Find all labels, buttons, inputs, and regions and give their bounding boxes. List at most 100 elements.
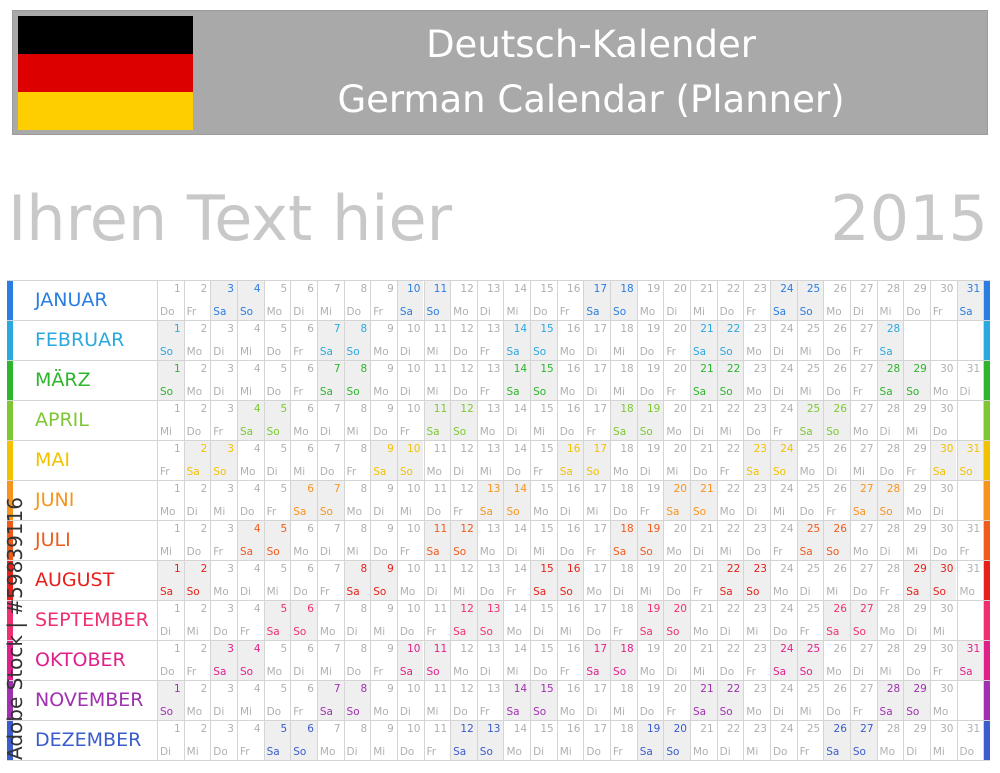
day-cell[interactable]: 3 Do [210, 601, 237, 640]
day-cell[interactable]: 10 Di [396, 361, 424, 400]
day-cell[interactable]: 21 Do [690, 441, 717, 480]
day-cell[interactable]: 15 So [530, 681, 557, 720]
day-cell[interactable]: 31 Mo [956, 561, 984, 600]
day-cell[interactable]: 6 Mi [290, 441, 317, 480]
day-cell[interactable]: 6 Sa [290, 481, 317, 520]
day-cell[interactable]: 15 Di [530, 601, 557, 640]
day-cell[interactable]: 2 Do [183, 521, 211, 560]
day-cell[interactable]: 5 Do [263, 681, 291, 720]
day-cell[interactable]: 19 Sa [636, 721, 664, 760]
day-cell[interactable]: 14 Mi [503, 281, 530, 320]
day-cell[interactable]: 17 Sa [583, 641, 611, 680]
day-cell[interactable]: 16 Fr [556, 641, 584, 680]
day-cell[interactable]: 30 Do [929, 521, 957, 560]
day-cell[interactable]: 23 Fr [743, 641, 770, 680]
day-cell[interactable]: 21 Sa [690, 361, 717, 400]
day-cell[interactable]: 19 Mo [636, 281, 664, 320]
day-cell[interactable]: 5 Mo [263, 641, 291, 680]
day-cell[interactable]: 5 Sa [263, 601, 291, 640]
day-cell[interactable]: 13 So [476, 721, 504, 760]
day-cell[interactable]: 10 Di [396, 321, 424, 360]
day-cell[interactable]: 22 So [716, 321, 744, 360]
day-cell[interactable]: 31 So [956, 441, 984, 480]
day-cell[interactable]: 27 Fr [849, 321, 877, 360]
day-cell[interactable]: 16 Fr [556, 281, 584, 320]
day-cell[interactable]: 19 So [636, 521, 664, 560]
day-cell[interactable]: 11 Mi [423, 321, 451, 360]
day-cell[interactable]: 26 Fr [823, 481, 850, 520]
day-cell[interactable]: 1 Mi [157, 401, 184, 440]
day-cell[interactable]: 14 Mi [503, 641, 530, 680]
day-cell[interactable]: 27 So [849, 601, 877, 640]
day-cell[interactable]: 5 So [263, 401, 291, 440]
day-cell[interactable]: 9 Fr [370, 641, 397, 680]
day-cell[interactable]: 15 Mi [530, 521, 557, 560]
day-cell[interactable]: 22 Mo [716, 481, 744, 520]
day-cell[interactable]: 10 Mo [396, 561, 424, 600]
day-cell[interactable]: 30 So [929, 561, 957, 600]
day-cell[interactable]: 22 Fr [716, 441, 744, 480]
day-cell[interactable]: 4 Fr [236, 601, 264, 640]
day-cell[interactable]: 28 Sa [876, 361, 904, 400]
day-cell[interactable]: 3 Fr [210, 401, 237, 440]
day-cell[interactable]: 19 Do [636, 681, 664, 720]
day-cell[interactable]: 27 Sa [849, 481, 877, 520]
day-cell[interactable]: 28 Di [876, 401, 904, 440]
day-cell[interactable]: 10 Sa [396, 281, 424, 320]
day-cell[interactable]: 12 Fr [450, 481, 477, 520]
day-cell[interactable]: 19 Di [636, 441, 664, 480]
day-cell[interactable]: 9 Do [370, 401, 397, 440]
day-cell[interactable]: 9 Sa [370, 441, 397, 480]
day-cell[interactable]: 17 Di [583, 681, 610, 720]
day-cell[interactable]: 3 Di [210, 321, 237, 360]
day-cell[interactable]: 17 Do [583, 601, 610, 640]
day-cell[interactable]: 2 Mo [183, 361, 211, 400]
day-cell[interactable]: 26 So [823, 401, 850, 440]
day-cell[interactable]: 19 Do [636, 321, 664, 360]
day-cell[interactable]: 18 Fr [610, 601, 637, 640]
day-cell[interactable]: 11 Mi [423, 361, 451, 400]
day-cell[interactable]: 19 Do [636, 361, 664, 400]
day-cell[interactable]: 8 Fr [343, 441, 371, 480]
day-cell[interactable]: 13 Sa [476, 481, 504, 520]
day-cell[interactable]: 17 Di [583, 321, 610, 360]
day-cell[interactable]: 7 Mo [316, 721, 344, 760]
day-cell[interactable]: 7 Di [316, 521, 344, 560]
day-cell[interactable]: 8 So [343, 681, 371, 720]
day-cell[interactable]: 23 Mo [743, 321, 770, 360]
day-cell[interactable]: 10 Fr [396, 521, 424, 560]
day-cell[interactable]: 31 Sa [956, 281, 984, 320]
day-cell[interactable]: 14 Fr [503, 561, 530, 600]
day-cell[interactable]: 13 Do [476, 561, 504, 600]
day-cell[interactable]: 28 Mo [876, 601, 904, 640]
day-cell[interactable]: 20 So [663, 721, 690, 760]
day-cell[interactable]: 5 Di [263, 441, 291, 480]
day-cell[interactable]: 5 Do [263, 321, 291, 360]
day-cell[interactable]: 20 Sa [663, 481, 690, 520]
day-cell[interactable]: 19 Sa [636, 601, 664, 640]
day-cell[interactable]: 15 Do [530, 281, 557, 320]
day-cell[interactable]: 21 Fr [690, 561, 717, 600]
day-cell[interactable]: 4 Mo [236, 441, 264, 480]
day-cell[interactable]: 3 Sa [210, 641, 237, 680]
day-cell[interactable]: 10 Fr [396, 401, 424, 440]
day-cell[interactable]: 30 Sa [929, 441, 957, 480]
day-cell[interactable]: 26 Sa [823, 601, 850, 640]
day-cell[interactable]: 8 Do [343, 641, 371, 680]
day-cell[interactable]: 1 So [157, 321, 184, 360]
day-cell[interactable]: 22 Di [716, 721, 744, 760]
day-cell[interactable]: 25 Mi [796, 361, 824, 400]
day-cell[interactable]: 2 Di [183, 481, 211, 520]
day-cell[interactable]: 19 Fr [636, 481, 664, 520]
day-cell[interactable]: 8 Di [343, 721, 371, 760]
day-cell[interactable]: 20 Fr [663, 321, 690, 360]
day-cell[interactable]: 21 Mo [690, 601, 717, 640]
day-cell[interactable]: 14 Di [503, 521, 530, 560]
day-cell[interactable]: 24 Fr [769, 401, 797, 440]
day-cell[interactable]: 2 Do [183, 401, 211, 440]
day-cell[interactable]: 22 Do [716, 641, 744, 680]
day-cell[interactable]: 24 Di [769, 321, 797, 360]
day-cell[interactable]: 13 Di [476, 281, 504, 320]
day-cell[interactable]: 9 Mo [370, 361, 397, 400]
day-cell[interactable]: 25 Sa [796, 521, 824, 560]
